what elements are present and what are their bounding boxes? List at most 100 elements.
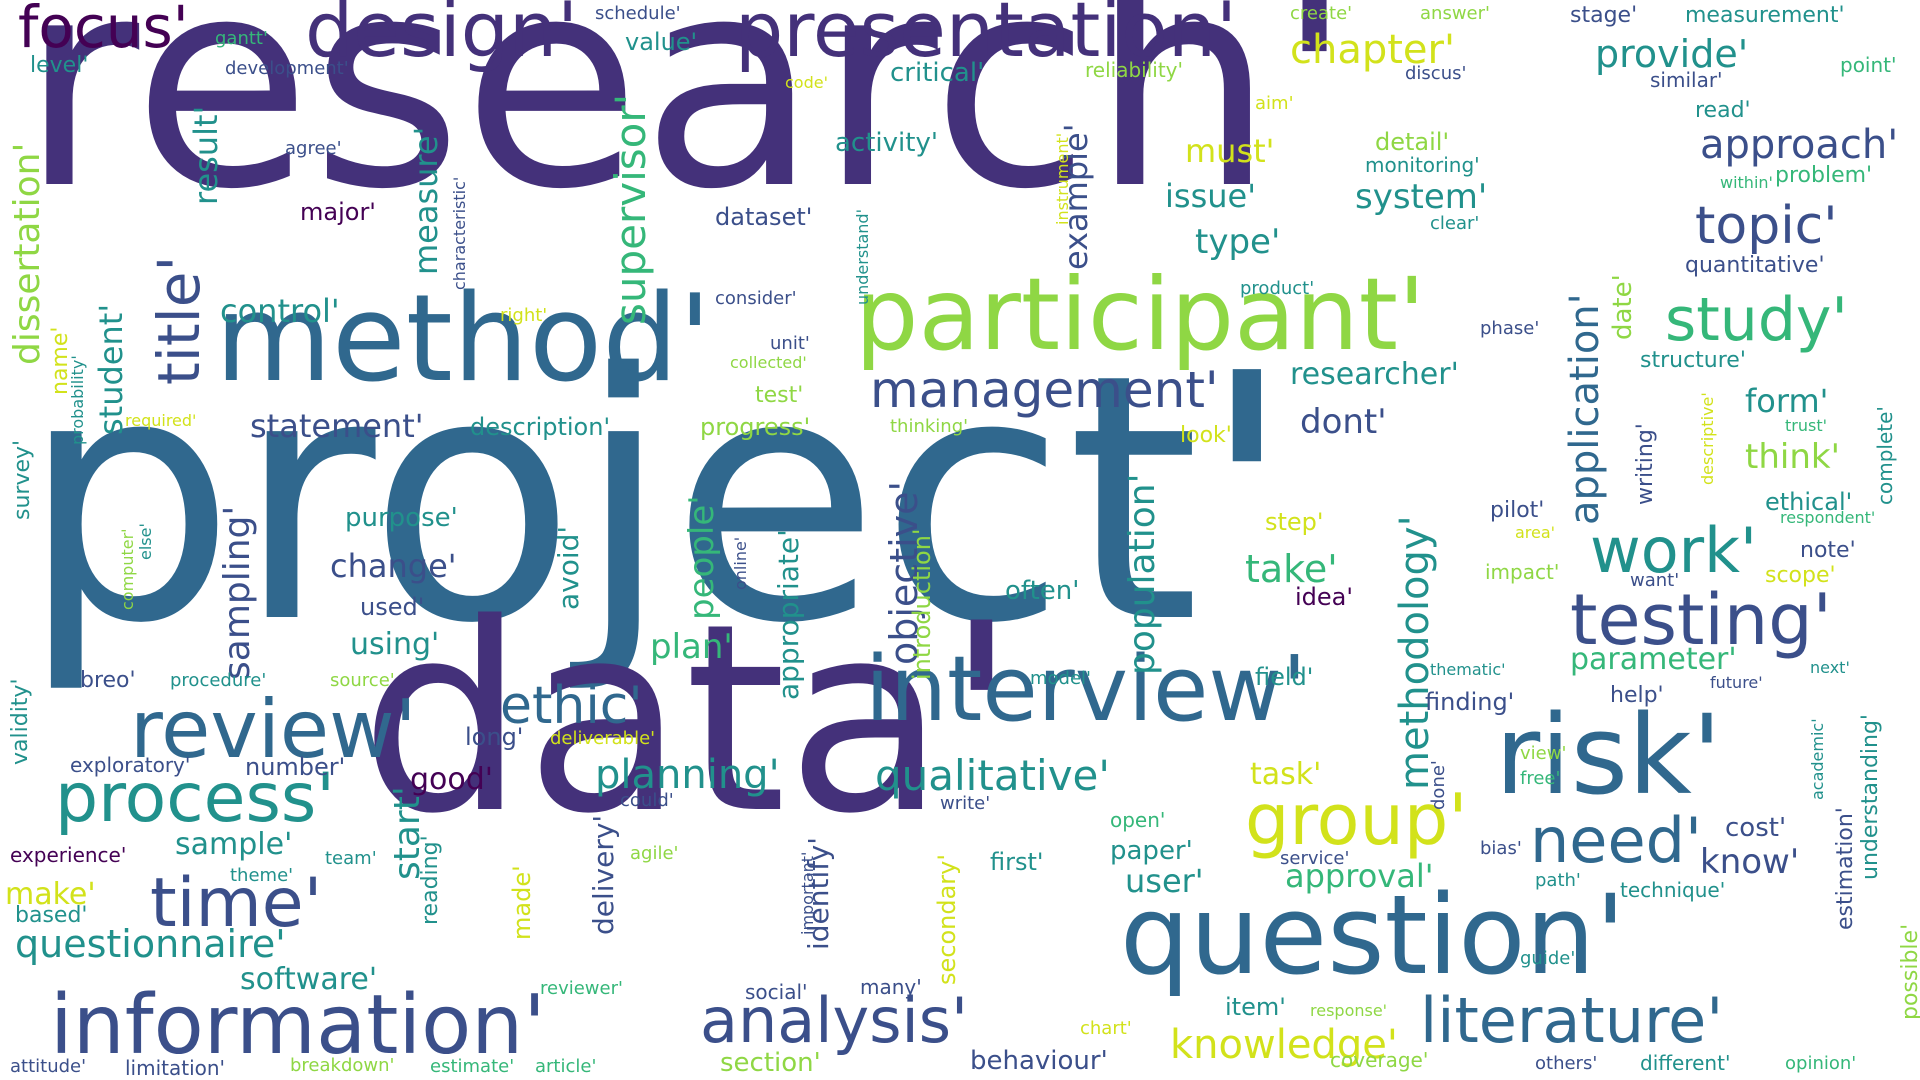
word-idea: idea': [1295, 583, 1353, 611]
word-activity: activity': [835, 128, 938, 158]
word-question: question': [1120, 871, 1626, 999]
word-source: source': [330, 670, 395, 691]
word-reading: reading': [418, 835, 443, 925]
word-focus: focus': [18, 0, 189, 61]
word-researcher: researcher': [1290, 357, 1459, 392]
word-stage: stage': [1570, 3, 1638, 28]
word-method: method': [215, 270, 712, 409]
word-procedure: procedure': [170, 670, 267, 691]
word-chart: chart': [1080, 1018, 1132, 1039]
word-many: many': [860, 975, 922, 999]
word-could: could': [620, 790, 674, 811]
word-behaviour: behaviour': [970, 1046, 1108, 1076]
word-critical: critical': [890, 58, 985, 88]
word-chapter: chapter': [1290, 27, 1455, 73]
word-task: task': [1250, 757, 1322, 792]
word-product: product': [1240, 278, 1315, 299]
word-model: model': [1030, 668, 1091, 689]
word-form: form': [1745, 382, 1829, 420]
word-application: application': [1562, 293, 1608, 525]
word-finding: finding': [1425, 688, 1515, 716]
word-made: made': [508, 865, 536, 940]
word-long: long': [465, 723, 524, 751]
word-next: next': [1810, 658, 1850, 677]
word-know: know': [1700, 842, 1800, 882]
word-take: take': [1245, 547, 1338, 591]
word-make: make': [5, 877, 96, 912]
word-important: important': [798, 851, 817, 935]
word-qualitative: qualitative': [875, 751, 1110, 800]
word-agree: agree': [285, 138, 342, 159]
word-thematic: thematic': [1430, 660, 1506, 679]
word-theme: theme': [230, 865, 294, 886]
word-statement: statement': [250, 407, 424, 445]
word-approach: approach': [1700, 122, 1899, 168]
word-reviewer: reviewer': [540, 978, 623, 999]
word-schedule: schedule': [595, 3, 681, 24]
word-path: path': [1535, 870, 1581, 891]
word-need: need': [1530, 804, 1702, 877]
word-topic: topic': [1695, 196, 1838, 256]
word-literature: literature': [1420, 984, 1724, 1057]
word-survey: survey': [10, 439, 35, 520]
word-point: point': [1840, 53, 1897, 77]
word-answer: answer': [1420, 3, 1490, 24]
word-major: major': [300, 198, 376, 226]
word-think: think': [1745, 437, 1840, 477]
word-appropriate: appropriate': [772, 529, 805, 700]
word-response: response': [1310, 1001, 1388, 1020]
word-paper: paper': [1110, 836, 1193, 866]
word-service: service': [1280, 848, 1350, 869]
word-phase: phase': [1480, 318, 1540, 339]
word-characteristic: characteristic': [450, 176, 469, 290]
word-online: online': [731, 536, 750, 590]
word-agile: agile': [630, 843, 679, 864]
word-breo: breo': [80, 668, 136, 693]
word-pilot: pilot': [1490, 498, 1545, 523]
word-complete: complete': [1873, 406, 1897, 505]
word-computer: computer': [118, 528, 137, 610]
word-attitude: attitude': [10, 1056, 87, 1077]
word-based: based': [15, 903, 88, 928]
word-instrument: instrument': [1053, 132, 1072, 225]
word-view: view': [1520, 743, 1567, 764]
word-academic: academic': [1808, 718, 1827, 800]
word-dont: dont': [1300, 402, 1387, 442]
word-structure: structure': [1640, 348, 1746, 373]
word-discus: discus': [1405, 63, 1467, 84]
word-knowledge: knowledge': [1170, 1022, 1398, 1068]
word-using: using': [350, 627, 440, 662]
word-impact: impact': [1485, 560, 1560, 584]
word-create: create': [1290, 3, 1353, 24]
word-collected: collected': [730, 353, 807, 372]
word-thinking: thinking': [890, 416, 969, 437]
word-writing: writing': [1633, 423, 1658, 505]
word-research: research': [20, 0, 1355, 253]
word-information: information': [50, 978, 546, 1073]
word-test: test': [755, 383, 804, 408]
word-monitoring: monitoring': [1365, 153, 1480, 177]
word-first: first': [990, 848, 1044, 876]
word-introduction: introduction': [908, 528, 936, 680]
word-consider: consider': [715, 288, 797, 309]
word-people: people': [682, 495, 722, 620]
word-guide: guide': [1520, 948, 1576, 969]
word-area: area': [1515, 523, 1556, 542]
word-right: right': [500, 305, 548, 326]
word-sampling: sampling': [217, 505, 258, 680]
word-presentation: presentation': [735, 0, 1237, 74]
word-student: student': [92, 303, 130, 435]
word-measurement: measurement': [1685, 3, 1845, 28]
word-time: time': [150, 864, 323, 943]
word-section: section': [720, 1048, 821, 1078]
word-code: code': [785, 73, 828, 92]
word-look: look': [1180, 423, 1232, 448]
word-interview: interview': [865, 637, 1307, 742]
word-often: often': [1005, 576, 1080, 606]
word-understanding: understanding': [1858, 714, 1883, 880]
word-result: result': [187, 105, 225, 205]
word-open: open': [1110, 808, 1166, 832]
word-used: used': [360, 593, 425, 621]
word-read: read': [1695, 98, 1751, 123]
